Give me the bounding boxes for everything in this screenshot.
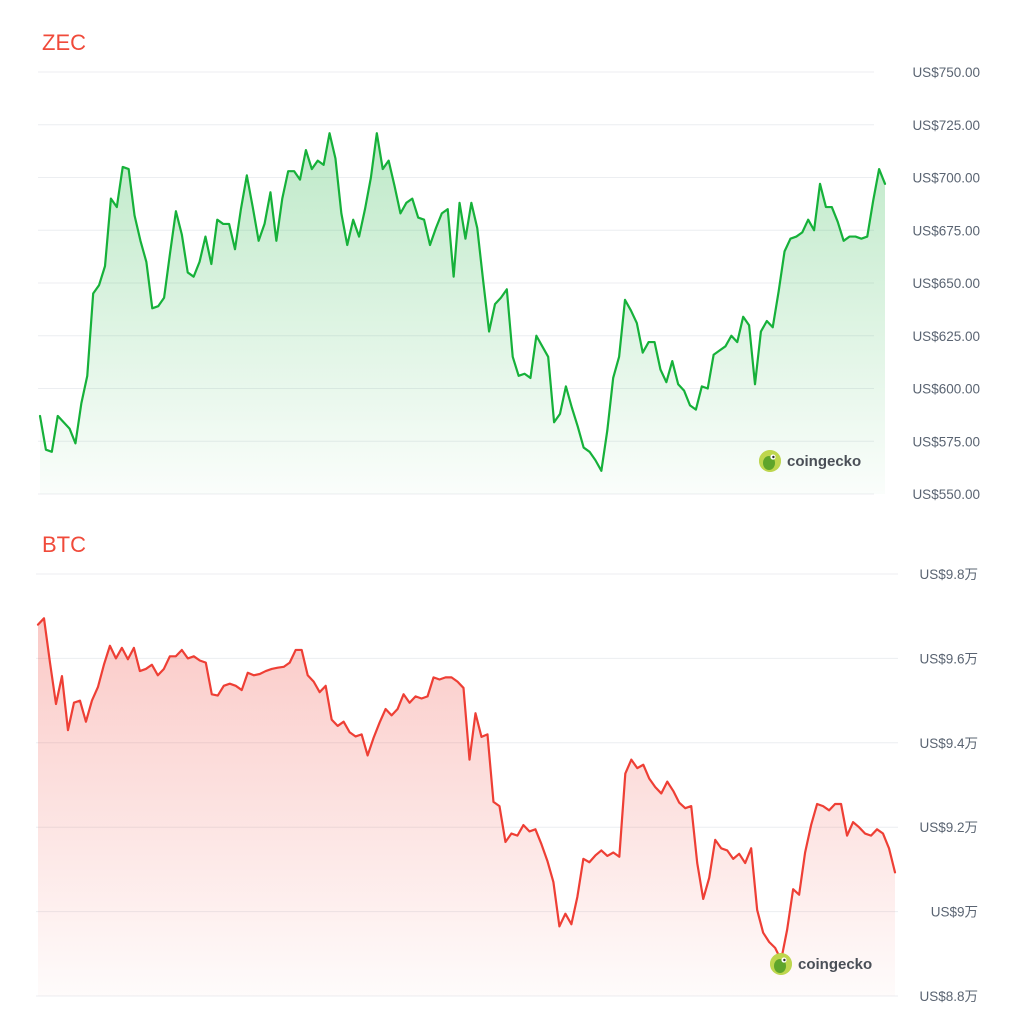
series-line — [36, 617, 897, 962]
y-tick-label: US$9.4万 — [919, 736, 978, 751]
y-tick-label: US$9.8万 — [919, 567, 978, 582]
zec-chart-svg: US$550.00 US$575.00 US$600.00 US$625.00 US$6… — [38, 65, 980, 502]
chart-title: BTC — [42, 532, 86, 557]
y-tick-label: US$8.8万 — [919, 989, 978, 1004]
y-tick-label: US$600.00 — [912, 382, 980, 397]
chart-title: ZEC — [42, 30, 86, 55]
y-tick-label: US$625.00 — [912, 329, 980, 344]
y-tick-label: US$750.00 — [912, 65, 980, 80]
watermark-text: coingecko — [787, 453, 861, 470]
coingecko-logo-icon — [770, 953, 792, 975]
y-tick-label: US$550.00 — [912, 487, 980, 502]
y-tick-label: US$675.00 — [912, 223, 980, 238]
y-tick-label: US$9.6万 — [919, 651, 978, 666]
y-tick-label: US$700.00 — [912, 171, 980, 186]
btc-chart-svg: US$8.8万 US$9万 US$9.2万 US$9.4万 US$9.6万 US$9.8万… — [36, 567, 978, 1004]
zec-chart: ZEC US$550.00 US$575.00 US$600.00 US$625.00… — [38, 30, 980, 502]
y-tick-label: US$9.2万 — [919, 820, 978, 835]
y-tick-label: US$650.00 — [912, 276, 980, 291]
watermark-text: coingecko — [798, 956, 872, 973]
series-area — [38, 618, 895, 996]
series-area — [40, 133, 885, 494]
y-tick-label: US$575.00 — [912, 434, 980, 449]
series-line — [38, 132, 887, 472]
coingecko-logo-icon — [759, 450, 781, 472]
y-tick-label: US$725.00 — [912, 118, 980, 133]
y-tick-label: US$9万 — [931, 905, 978, 920]
btc-chart: BTC US$8.8万 US$9万 US$9.2万 US$9.4万 US$9.6万 US$… — [0, 512, 1024, 1024]
